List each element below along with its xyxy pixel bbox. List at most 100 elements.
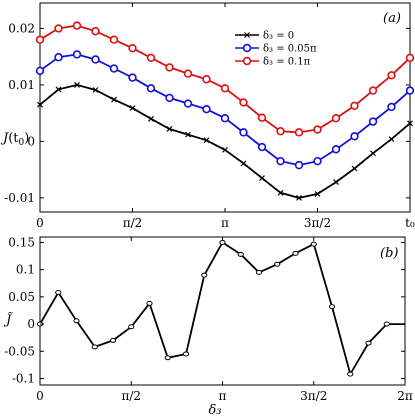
data-point	[202, 75, 211, 84]
data-point	[219, 239, 226, 245]
data-point	[259, 175, 265, 182]
data-point	[129, 105, 136, 111]
data-point	[109, 35, 119, 44]
x-tick-label: π/2	[123, 216, 143, 230]
data-point	[350, 132, 359, 141]
data-point	[331, 145, 341, 154]
data-point	[73, 318, 80, 324]
data-point	[128, 324, 135, 330]
y-tick-label: 0.02	[8, 21, 35, 35]
data-point	[185, 131, 191, 138]
y-tick-label: -0.05	[4, 344, 35, 358]
data-point	[274, 261, 281, 267]
data-point	[202, 104, 211, 114]
data-point	[183, 69, 193, 78]
legend-marker	[242, 56, 252, 66]
data-point	[296, 194, 302, 201]
data-point	[328, 304, 336, 310]
data-point	[91, 55, 100, 64]
panel-b-ylabel: J̃	[3, 312, 13, 328]
data-point	[333, 179, 339, 185]
data-point	[347, 371, 354, 377]
data-point	[128, 73, 137, 82]
y-tick-label: 0.1	[16, 263, 35, 277]
legend-marker	[242, 43, 252, 53]
data-point	[55, 86, 62, 93]
data-point	[368, 86, 378, 95]
data-point	[276, 127, 285, 136]
data-point	[111, 96, 117, 103]
x-tick-label: 3π/2	[304, 216, 331, 230]
y-tick-label: 0.05	[8, 290, 35, 304]
series-line	[39, 241, 405, 377]
data-point	[313, 156, 322, 166]
data-point	[128, 43, 137, 53]
data-point	[387, 71, 396, 80]
panel-a-ylabel: J(t0)	[0, 131, 29, 148]
data-point	[276, 156, 285, 166]
data-point	[313, 125, 322, 134]
data-point	[294, 128, 304, 137]
x-tick-label: 3π/2	[300, 389, 327, 403]
x-tick-label: π	[219, 389, 227, 403]
data-point	[35, 66, 45, 75]
data-point	[314, 191, 321, 197]
x-tick-label: π	[221, 216, 229, 230]
legend-marker	[244, 32, 250, 38]
data-point	[146, 84, 156, 93]
panel-b-frame	[39, 236, 406, 386]
panel-b-label: (b)	[380, 246, 398, 261]
data-point	[35, 35, 45, 44]
data-point	[74, 81, 80, 88]
y-tick-label: 0	[27, 134, 35, 148]
data-point	[203, 137, 210, 144]
y-tick-label: 0	[27, 317, 35, 331]
panel-a-label: (a)	[383, 11, 401, 26]
legend: δ₃ = 0 δ₃ = 0.05π δ₃ = 0.1π	[235, 31, 317, 68]
data-point	[351, 165, 358, 172]
data-point	[148, 115, 154, 122]
data-point	[91, 27, 100, 36]
data-point	[201, 272, 208, 278]
data-point	[109, 64, 119, 73]
data-point	[405, 53, 415, 62]
data-point	[294, 160, 304, 170]
data-point	[255, 269, 263, 275]
data-point	[146, 53, 156, 62]
data-point	[72, 21, 82, 30]
data-point	[310, 241, 317, 247]
data-point	[92, 87, 99, 93]
data-point	[257, 113, 267, 122]
data-point	[220, 84, 230, 93]
data-point	[365, 340, 372, 346]
data-point	[237, 251, 244, 257]
x-tick-label: 2π	[397, 389, 413, 403]
data-point	[165, 93, 174, 103]
data-point	[370, 150, 376, 157]
data-point	[54, 24, 63, 33]
data-point	[37, 101, 43, 108]
panel-b-xlabel: δ₃	[208, 403, 221, 418]
y-tick-label: 0.01	[8, 78, 35, 92]
x-tick-label: 0	[36, 389, 44, 403]
legend-entry: δ₃ = 0	[263, 31, 294, 42]
data-point	[222, 146, 228, 153]
data-point	[54, 53, 63, 62]
x-tick-label: 0	[36, 216, 44, 230]
data-point	[165, 63, 174, 72]
x-tick-label: π/2	[121, 389, 141, 403]
data-point	[55, 290, 62, 295]
data-point	[239, 98, 248, 107]
data-point	[239, 128, 248, 137]
y-tick-label: -0.01	[4, 191, 35, 205]
data-point	[166, 126, 173, 132]
data-point	[240, 160, 247, 167]
data-point	[220, 114, 230, 123]
data-point	[405, 86, 415, 95]
data-point	[183, 99, 193, 108]
y-tick-label: 0.15	[8, 235, 35, 249]
data-point	[383, 321, 390, 327]
legend-entry: δ₃ = 0.05π	[263, 44, 317, 55]
